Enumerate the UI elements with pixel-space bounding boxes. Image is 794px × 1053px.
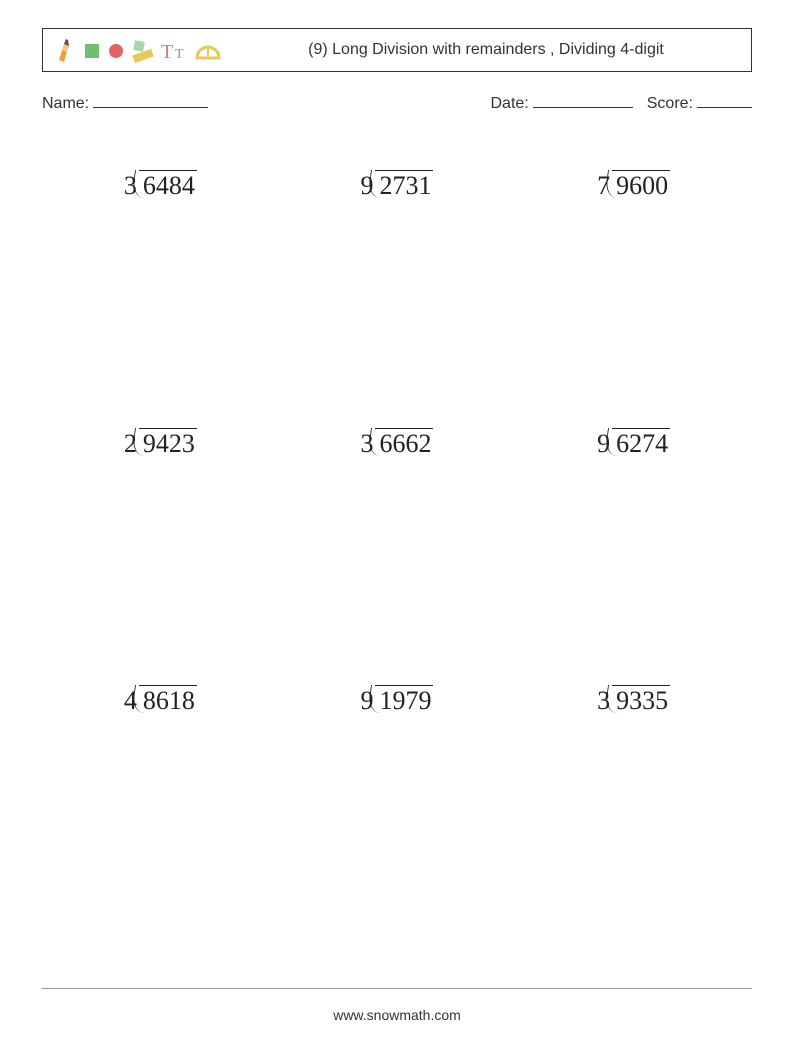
problem-cell: 48618 bbox=[42, 675, 279, 933]
header-icons: T T bbox=[43, 36, 221, 64]
name-label: Name: bbox=[42, 95, 89, 113]
long-division: 91979 bbox=[360, 685, 433, 716]
text-icon: T T bbox=[161, 36, 189, 64]
footer-url: www.snowmath.com bbox=[0, 1007, 794, 1023]
long-division: 48618 bbox=[124, 685, 197, 716]
problem-cell: 29423 bbox=[42, 418, 279, 676]
problem-cell: 92731 bbox=[279, 160, 516, 418]
problem-cell: 36484 bbox=[42, 160, 279, 418]
dividend: 6274 bbox=[612, 428, 670, 459]
footer-divider bbox=[42, 988, 752, 989]
score-blank[interactable] bbox=[697, 90, 752, 108]
dividend: 6484 bbox=[139, 170, 197, 201]
problem-cell: 91979 bbox=[279, 675, 516, 933]
svg-text:T: T bbox=[161, 41, 173, 63]
dividend: 2731 bbox=[375, 170, 433, 201]
circle-icon bbox=[107, 36, 125, 64]
problems-grid: 36484 92731 79600 29423 36662 96274 48618 91979… bbox=[42, 160, 752, 933]
long-division: 79600 bbox=[597, 170, 670, 201]
pencil-icon bbox=[55, 36, 77, 64]
long-division: 29423 bbox=[124, 428, 197, 459]
header-box: T T (9) Long Division with remainders , … bbox=[42, 28, 752, 72]
dividend: 9335 bbox=[612, 685, 670, 716]
square-icon bbox=[83, 36, 101, 64]
worksheet-page: T T (9) Long Division with remainders , … bbox=[0, 0, 794, 1053]
dividend: 8618 bbox=[139, 685, 197, 716]
date-blank[interactable] bbox=[533, 90, 633, 108]
problem-cell: 39335 bbox=[515, 675, 752, 933]
dividend: 9600 bbox=[612, 170, 670, 201]
problem-cell: 79600 bbox=[515, 160, 752, 418]
problem-cell: 96274 bbox=[515, 418, 752, 676]
long-division: 36484 bbox=[124, 170, 197, 201]
name-blank[interactable] bbox=[93, 90, 208, 108]
ruler-icon bbox=[131, 36, 155, 64]
dividend: 1979 bbox=[375, 685, 433, 716]
worksheet-title: (9) Long Division with remainders , Divi… bbox=[221, 40, 751, 59]
svg-text:T: T bbox=[175, 47, 184, 62]
protractor-icon bbox=[195, 36, 221, 64]
problem-cell: 36662 bbox=[279, 418, 516, 676]
date-label: Date: bbox=[491, 95, 529, 113]
info-row: Name: Date: Score: bbox=[42, 90, 752, 113]
dividend: 9423 bbox=[139, 428, 197, 459]
long-division: 39335 bbox=[597, 685, 670, 716]
long-division: 36662 bbox=[360, 428, 433, 459]
long-division: 92731 bbox=[360, 170, 433, 201]
score-label: Score: bbox=[647, 95, 693, 113]
dividend: 6662 bbox=[375, 428, 433, 459]
long-division: 96274 bbox=[597, 428, 670, 459]
